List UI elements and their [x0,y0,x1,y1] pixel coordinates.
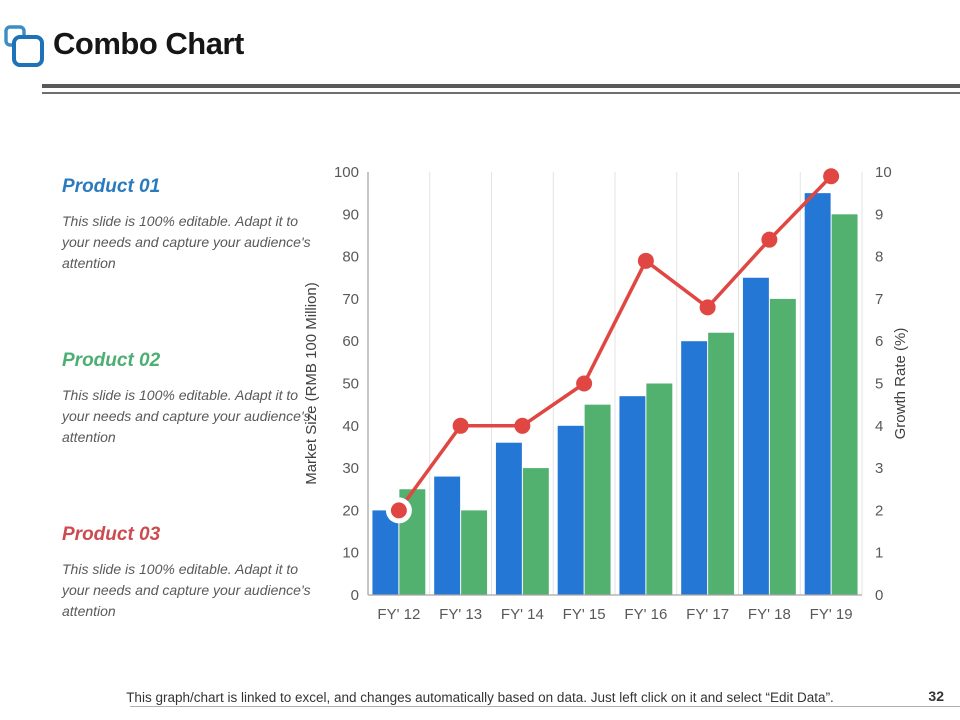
bar-blue-bars [681,341,708,595]
line-marker [452,417,469,434]
x-axis-label: FY' 12 [377,606,420,623]
line-marker [390,502,407,519]
right-axis-tick: 1 [875,545,883,562]
left-axis-tick: 80 [342,249,359,266]
right-axis-tick: 8 [875,249,883,266]
bar-green-bars [584,404,611,595]
bar-green-bars [522,468,549,595]
right-axis-title: Growth Rate (%) [892,328,909,440]
overlapping-squares-icon [4,25,44,67]
line-marker [761,231,778,248]
footer-divider [130,706,960,707]
product-2-description: This slide is 100% editable. Adapt it to… [62,387,311,445]
page-number: 32 [928,688,944,704]
x-axis-label: FY' 13 [439,606,482,623]
title-divider-thin [42,92,960,94]
right-axis-tick: 3 [875,460,883,477]
bar-blue-bars [742,277,769,595]
bar-blue-bars [495,442,522,595]
right-axis-tick: 7 [875,291,883,308]
line-marker [637,252,654,269]
bar-blue-bars [804,193,831,595]
combo-chart-svg[interactable]: 0 10 20 30 40 50 60 70 80 90 100 0 1 2 3 4 5 6 7 8 9 10 FY' 12… [300,150,920,640]
right-axis-tick: 0 [875,587,883,604]
x-axis-label: FY' 19 [810,606,853,623]
x-axis-label: FY' 16 [624,606,667,623]
combo-chart[interactable]: 0 10 20 30 40 50 60 70 80 90 100 0 1 2 3 4 5 6 7 8 9 10 FY' 12… [300,150,920,640]
x-axis-label: FY' 18 [748,606,791,623]
right-axis-tick: 2 [875,502,883,519]
x-axis-label: FY' 15 [563,606,606,623]
left-axis-tick: 40 [342,418,359,435]
right-axis-tick: 4 [875,418,883,435]
line-marker [699,299,716,316]
bar-green-bars [769,298,796,595]
line-marker [823,168,840,185]
bar-green-bars [831,214,858,596]
x-axis-label: FY' 17 [686,606,729,623]
bar-blue-bars [619,396,646,595]
right-axis-tick: 6 [875,333,883,350]
title-divider-thick [42,84,960,88]
product-2-heading: Product 02 [62,350,161,371]
product-block-2: Product 02 This slide is 100% editable. … [62,350,316,448]
page-title: Combo Chart [53,26,244,61]
left-axis-tick: 10 [342,545,359,562]
left-axis-tick: 30 [342,460,359,477]
footer-note: This graph/chart is linked to excel, and… [126,690,834,705]
x-axis-label: FY' 14 [501,606,544,623]
left-axis-tick: 20 [342,502,359,519]
product-1-description: This slide is 100% editable. Adapt it to… [62,213,311,271]
left-axis-tick: 90 [342,206,359,223]
bar-blue-bars [557,425,584,595]
left-axis-tick: 50 [342,376,359,393]
product-3-description: This slide is 100% editable. Adapt it to… [62,561,311,619]
line-marker [514,417,531,434]
line-marker [576,375,593,392]
bar-blue-bars [372,510,399,595]
bar-green-bars [646,383,673,595]
bar-blue-bars [434,476,461,595]
right-axis-tick: 10 [875,164,892,181]
product-block-1: Product 01 This slide is 100% editable. … [62,176,316,274]
product-block-3: Product 03 This slide is 100% editable. … [62,524,316,622]
left-axis-tick: 100 [334,164,359,181]
left-axis-tick: 0 [351,587,359,604]
right-axis-tick: 9 [875,206,883,223]
bar-green-bars [708,332,735,595]
product-1-heading: Product 01 [62,176,161,197]
left-axis-tick: 70 [342,291,359,308]
bar-green-bars [461,510,488,595]
right-axis-tick: 5 [875,376,883,393]
product-3-heading: Product 03 [62,524,161,545]
left-axis-title: Market Size (RMB 100 Million) [303,282,320,485]
growth-line [397,174,833,513]
left-axis-tick: 60 [342,333,359,350]
